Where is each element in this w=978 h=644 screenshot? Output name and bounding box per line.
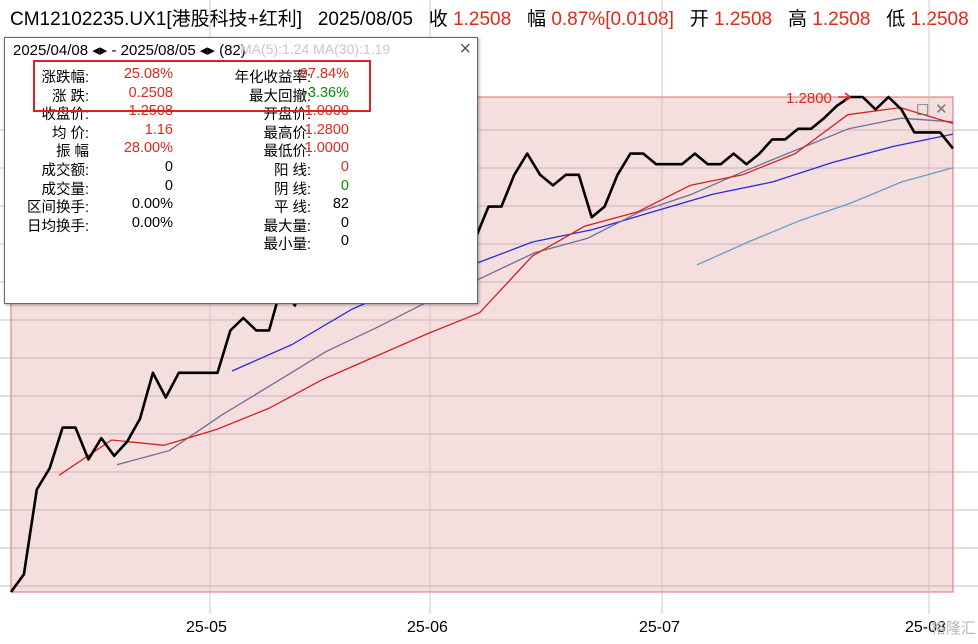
left-label: 涨 跌: [51, 88, 89, 105]
right-label: 阳 线: [273, 163, 311, 179]
right-value: -3.36% [303, 84, 349, 101]
right-label: 最高价: [263, 125, 311, 142]
instrument-code: CM12102235.UX1[港股科技+红利] [10, 9, 302, 30]
close-chart-icon[interactable]: ✕ [935, 101, 948, 118]
right-value: 0 [340, 214, 349, 231]
maximize-icon[interactable]: ☐ [916, 102, 930, 119]
left-label: 区间换手: [26, 200, 89, 217]
left-value: 25.08% [123, 66, 173, 82]
quote-date: 2025/08/05 [317, 9, 413, 30]
close-value: 1.2508 [453, 9, 512, 30]
right-label: 平 线: [273, 200, 311, 217]
x-tick-label: 25-05 [186, 619, 227, 636]
x-tick-label: 25-06 [407, 619, 448, 636]
watermark-text: 格隆汇 [930, 620, 976, 637]
left-label: 成交量: [41, 181, 89, 198]
left-value: 0.00% [131, 214, 173, 231]
right-label: 年化收益率: [234, 70, 311, 86]
right-value: 1.0000 [304, 140, 349, 157]
right-label: 最小量: [263, 237, 311, 254]
x-tick-label: 25-07 [639, 619, 680, 636]
right-value: 82 [332, 196, 349, 213]
left-label: 均 价: [51, 125, 89, 142]
left-label: 日均换手: [26, 218, 89, 235]
high-value: 1.2508 [812, 9, 871, 30]
open-label: 开 [689, 9, 709, 30]
open-value: 1.2508 [714, 9, 773, 30]
left-value: 0.2508 [128, 84, 173, 101]
highlight-box [33, 60, 371, 112]
change-label: 幅 [527, 9, 547, 30]
left-value: 0 [164, 177, 173, 194]
right-value: 97.84% [299, 66, 349, 82]
change-value: 0.87%[0.0108] [551, 9, 674, 30]
right-label: 最大量: [263, 218, 311, 235]
date-range-title[interactable]: 2025/04/08 ◂▸ - 2025/08/05 ◂▸ (82) [13, 42, 246, 59]
left-value: 28.00% [123, 140, 173, 157]
ma-line-slate [116, 117, 954, 466]
high-price-marker: 1.2800 [786, 90, 832, 107]
right-label: 最低价: [263, 144, 311, 161]
close-label: 收 [428, 9, 448, 30]
ma-line-red [58, 106, 954, 476]
quote-header: CM12102235.UX1[港股科技+红利] 2025/08/05 收 1.2… [0, 0, 978, 40]
interval-stats-popup[interactable]: 2025/04/08 ◂▸ - 2025/08/05 ◂▸ (82) MA(5)… [4, 37, 478, 304]
series-layer [9, 95, 955, 593]
left-label: 振 幅 [55, 144, 89, 161]
left-value: 1.16 [144, 121, 173, 138]
faded-ma-text: MA(5):1.24 MA(30):1.19 [240, 41, 391, 57]
left-value: 0.00% [131, 196, 173, 213]
left-value: 0 [164, 159, 173, 175]
price-line [9, 95, 955, 593]
high-label: 高 [787, 9, 807, 30]
right-value: 0 [340, 177, 349, 194]
right-value: 0 [340, 159, 349, 175]
high-marker-arrow-path [838, 92, 852, 102]
ma-line-blue [231, 133, 954, 372]
high-marker-arrow [838, 92, 852, 102]
right-label: 最大回撤: [248, 88, 311, 105]
right-label: 阴 线: [273, 181, 311, 198]
left-label: 涨跌幅: [41, 70, 89, 86]
x-tick-label: 25-08 [905, 619, 946, 636]
right-value: 1.2800 [304, 121, 349, 138]
low-label: 低 [886, 9, 906, 30]
low-value: 1.2508 [910, 9, 969, 30]
left-label: 成交额: [41, 163, 89, 179]
right-value: 0 [340, 233, 349, 250]
ma-line-teal [696, 167, 954, 266]
close-icon[interactable]: × [459, 38, 471, 60]
